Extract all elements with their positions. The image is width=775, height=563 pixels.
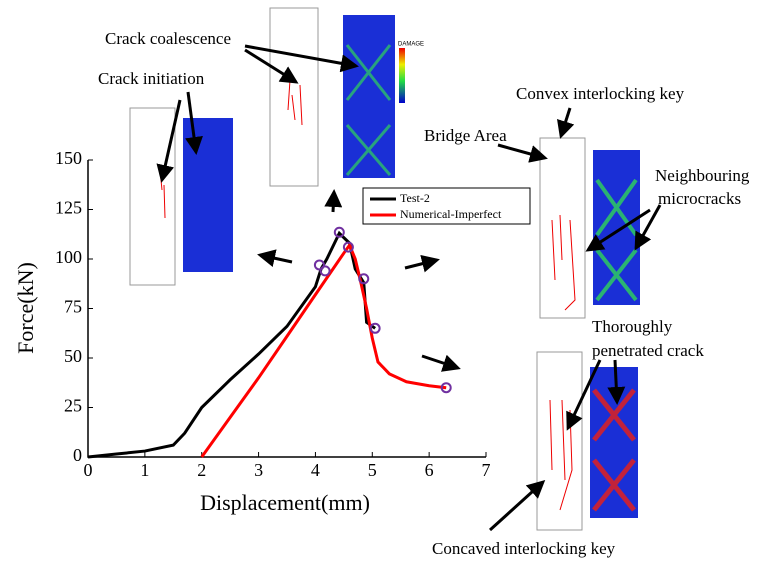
inset-1 [130,108,233,285]
inset-2: DAMAGE [270,8,424,186]
y-tick-label: 0 [73,445,82,465]
y-axis-label: Force(kN) [13,262,38,354]
inset-legend-title: DAMAGE [398,42,424,48]
annotation: Concaved interlocking key [432,539,616,558]
x-tick-label: 5 [368,460,377,480]
legend-label: Test-2 [400,191,430,205]
x-tick-label: 1 [140,460,149,480]
x-tick-label: 0 [84,460,93,480]
annotation: penetrated crack [592,341,704,360]
y-tick-label: 150 [55,148,82,168]
annotation: Crack coalescence [105,29,231,48]
x-axis-label: Displacement(mm) [200,490,370,515]
x-tick-label: 6 [425,460,434,480]
annotation: Convex interlocking key [516,84,685,103]
annotation: Crack initiation [98,69,205,88]
annotation: Bridge Area [424,126,507,145]
y-tick-label: 50 [64,346,82,366]
x-tick-label: 2 [197,460,206,480]
y-tick-label: 125 [55,198,82,218]
inset-4 [537,352,638,530]
series-line [202,245,446,457]
y-tick-label: 75 [64,297,82,317]
y-tick-label: 25 [64,396,82,416]
y-tick-label: 100 [55,247,82,267]
annotation: microcracks [658,189,741,208]
annotation: Neighbouring [655,166,750,185]
figure: DAMAGE 0 1 2 3 4 5 6 7 0 25 50 75 100 125 150 Crack co… [0,0,775,563]
annotation: Thoroughly [592,317,673,336]
x-tick-label: 4 [311,460,320,480]
inset-3 [540,138,640,318]
legend-label: Numerical-Imperfect [400,207,502,221]
x-tick-label: 7 [482,460,491,480]
x-tick-label: 3 [254,460,263,480]
